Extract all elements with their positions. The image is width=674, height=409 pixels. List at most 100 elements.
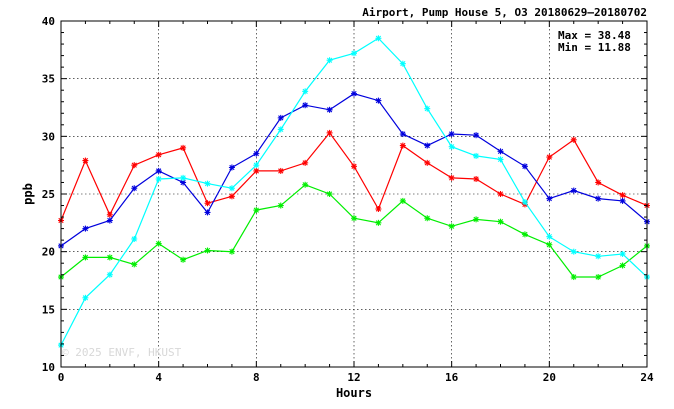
series-2-point (277, 202, 284, 209)
series-2-point (595, 274, 602, 281)
series-4-point (546, 233, 553, 240)
series-1-point (424, 159, 431, 166)
series-1-point (570, 136, 577, 143)
series-3-point (619, 197, 626, 204)
series-4-point (448, 143, 455, 150)
series-1-point (497, 191, 504, 197)
series-3-point (570, 187, 577, 194)
series-1-point (228, 193, 235, 200)
series-2-point (351, 215, 357, 222)
series-3-point (302, 102, 309, 109)
series-4-point (82, 294, 89, 301)
series-2-point (497, 218, 504, 225)
series-3-point (204, 209, 211, 216)
series-2-line (60, 184, 648, 278)
series-2-point (228, 248, 235, 255)
series-4-point (253, 162, 260, 169)
series-3-point (497, 148, 504, 155)
series-3-point (595, 195, 602, 202)
grid-lines (61, 21, 647, 367)
series-1-point (131, 162, 138, 169)
series-4-point (521, 199, 528, 206)
series-2-point (399, 197, 406, 204)
series-4-point (302, 88, 309, 95)
series-4-point (180, 174, 187, 181)
series-4 (58, 35, 650, 349)
series-1-point (277, 167, 284, 174)
series-3-point (424, 142, 431, 149)
series-4-point (106, 271, 113, 278)
series-3-point (375, 97, 382, 104)
x-tick-label: 16 (445, 371, 459, 384)
series-4-point (473, 152, 480, 159)
series-3-point (448, 131, 455, 138)
series-1-point (180, 144, 187, 151)
series-2 (58, 181, 650, 281)
series-2-point (204, 247, 211, 254)
series-2-point (570, 274, 577, 281)
series-1-point (399, 142, 406, 149)
series-3-point (546, 195, 553, 202)
y-tick-label: 25 (42, 188, 55, 201)
series-1-point (546, 154, 553, 161)
series-2-point (619, 262, 626, 269)
series-1-point (326, 129, 333, 136)
series-2-point (521, 231, 528, 238)
x-tick-label: 4 (155, 371, 162, 384)
series-1-point (595, 179, 602, 186)
series-1-point (155, 151, 162, 158)
x-tick-label: 0 (58, 371, 65, 384)
y-tick-label: 15 (42, 303, 55, 316)
series-2-point (375, 219, 382, 226)
series-4-point (399, 60, 406, 67)
y-tick-label: 10 (42, 361, 55, 374)
series-4-point (351, 50, 357, 57)
series-2-point (82, 254, 89, 261)
series-3-point (521, 163, 528, 170)
series-4-point (277, 126, 284, 133)
series-1-point (82, 157, 89, 164)
series-2-point (131, 261, 138, 268)
series-1-point (253, 167, 260, 174)
y-axis-label: ppb (21, 183, 35, 205)
series-2-point (473, 216, 480, 223)
series-3-point (155, 167, 162, 174)
series-1-point (351, 163, 357, 170)
series-1-point (448, 174, 455, 181)
series-4-point (570, 248, 577, 255)
series-2-point (180, 256, 187, 263)
series-3-point (473, 132, 480, 139)
max-annotation: Max = 38.48 (558, 29, 631, 42)
axis-ticks: 0 4 8 12 16 20 24 10 15 20 25 30 35 40 (42, 15, 654, 384)
series-3-point (106, 217, 113, 224)
series-3-point (326, 106, 333, 113)
series-1-point (375, 205, 382, 212)
series-3 (58, 90, 650, 249)
series-4-point (155, 176, 162, 183)
series-4-point (497, 156, 504, 163)
series-2-point (302, 181, 309, 188)
series-4-point (326, 57, 333, 64)
series-1-point (619, 192, 626, 199)
series-3-point (228, 164, 235, 171)
series-2-point (546, 241, 553, 248)
y-tick-label: 35 (42, 73, 55, 86)
series-4-point (228, 185, 235, 192)
series-3-point (180, 179, 187, 186)
series-2-point (253, 207, 260, 214)
series-4-line (60, 37, 648, 346)
series-4-point (131, 235, 138, 242)
series-1-point (473, 176, 480, 183)
series-2-point (424, 215, 431, 222)
series-3-point (351, 90, 357, 97)
series-2-point (106, 254, 113, 261)
x-tick-label: 24 (640, 371, 654, 384)
y-tick-label: 20 (42, 246, 55, 259)
series-4-point (204, 180, 211, 187)
series-3-point (399, 131, 406, 138)
series-4-point (424, 105, 431, 112)
series-4-point (595, 253, 602, 260)
series-3-point (277, 114, 284, 121)
x-axis-label: Hours (336, 386, 372, 400)
